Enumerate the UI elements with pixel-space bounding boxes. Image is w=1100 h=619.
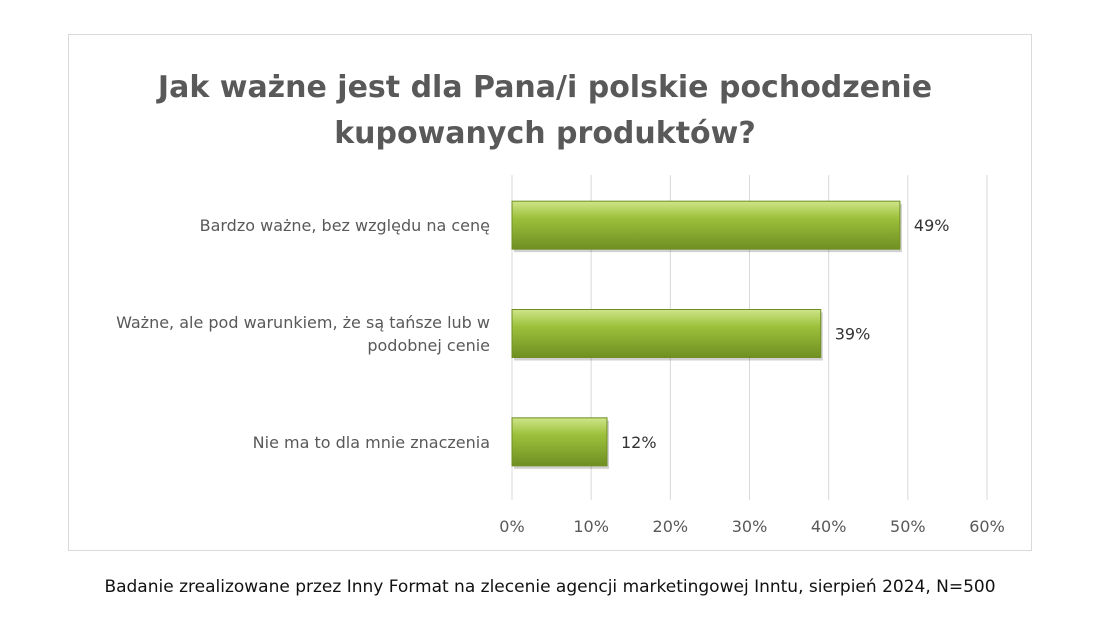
category-label: Nie ma to dla mnie znaczenia — [253, 433, 490, 452]
category-labels: Bardzo ważne, bez względu na cenę Ważne, … — [116, 216, 490, 452]
category-label: Bardzo ważne, bez względu na cenę — [200, 216, 490, 235]
x-tick-label: 60% — [969, 517, 1005, 536]
bars: 49% 39% 12% — [511, 200, 950, 469]
x-axis-ticks: 0% 10% 20% 30% 40% 50% 60% — [499, 517, 1004, 536]
x-tick-label: 30% — [732, 517, 768, 536]
chart-title-line: kupowanych produktów? — [334, 116, 756, 151]
bar — [511, 309, 822, 358]
bar — [511, 200, 901, 250]
data-label: 39% — [835, 325, 871, 344]
data-label: 12% — [621, 433, 657, 452]
category-label: podobnej cenie — [367, 336, 490, 355]
footer-note: Badanie zrealizowane przez Inny Format n… — [104, 577, 996, 597]
category-label: Ważne, ale pod warunkiem, że są tańsze l… — [116, 313, 490, 332]
x-tick-label: 20% — [653, 517, 689, 536]
x-tick-label: 0% — [499, 517, 524, 536]
chart-frame: Jak ważne jest dla Pana/i polskie pochod… — [68, 34, 1032, 551]
bar — [511, 417, 608, 467]
x-tick-label: 50% — [890, 517, 926, 536]
chart-title-line: Jak ważne jest dla Pana/i polskie pochod… — [156, 70, 932, 105]
x-tick-label: 40% — [811, 517, 847, 536]
x-tick-label: 10% — [573, 517, 609, 536]
chart-title: Jak ważne jest dla Pana/i polskie pochod… — [156, 70, 932, 151]
data-label: 49% — [914, 216, 950, 235]
bar-chart: Jak ważne jest dla Pana/i polskie pochod… — [116, 70, 1005, 536]
